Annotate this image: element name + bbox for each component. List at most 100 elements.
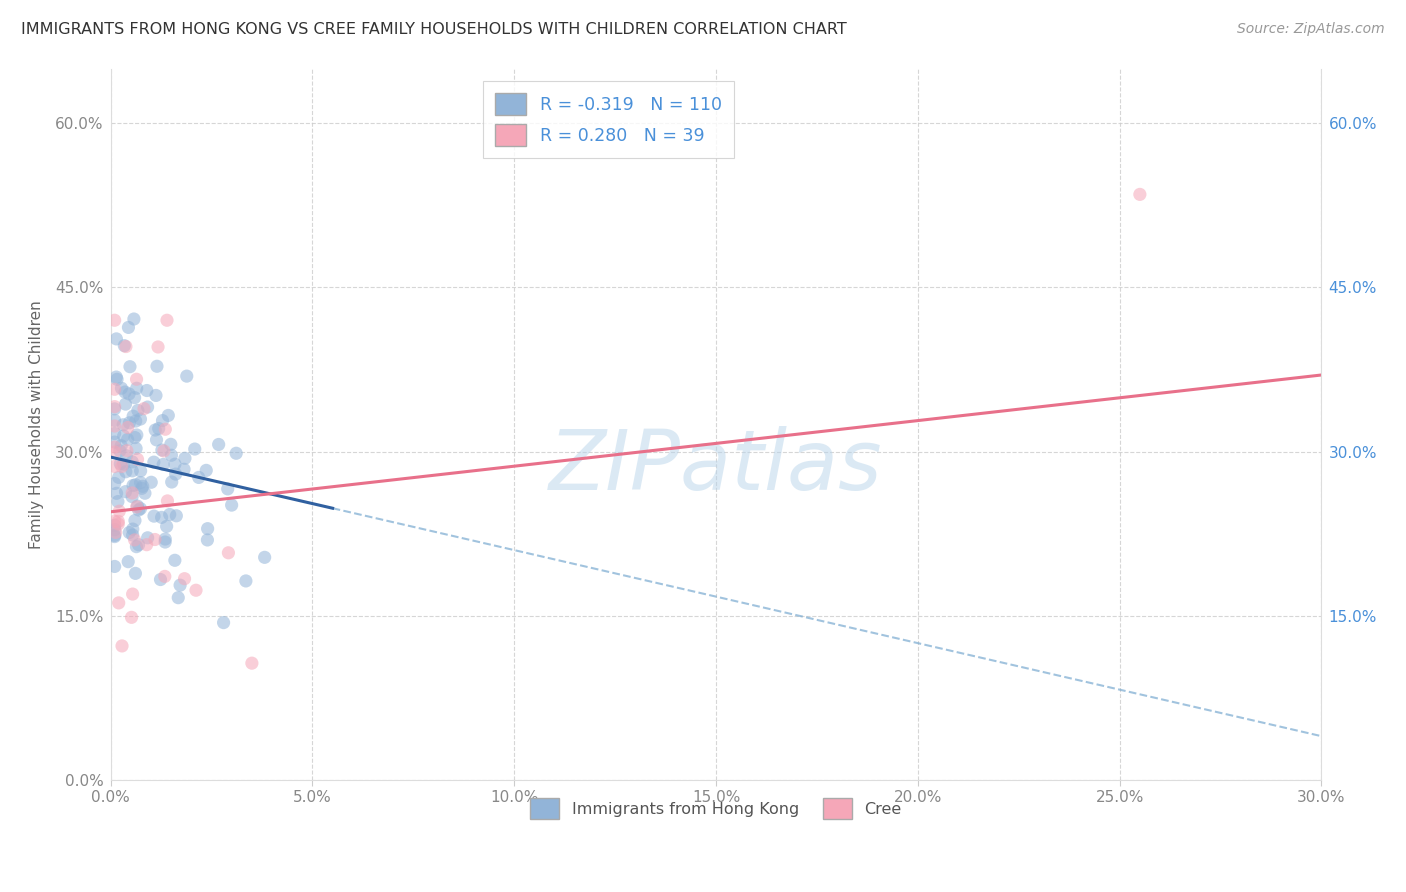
Point bbox=[117, 420, 139, 434]
Point bbox=[104, 525, 127, 540]
Point bbox=[187, 470, 209, 484]
Point bbox=[117, 433, 139, 447]
Point bbox=[121, 528, 143, 542]
Point bbox=[127, 499, 149, 513]
Point bbox=[122, 409, 145, 424]
Point bbox=[104, 413, 127, 427]
Point bbox=[114, 465, 136, 479]
Point bbox=[195, 463, 218, 477]
Point bbox=[125, 442, 148, 456]
Point bbox=[225, 446, 247, 460]
Point bbox=[155, 532, 177, 546]
Point bbox=[104, 530, 127, 544]
Point bbox=[125, 540, 148, 554]
Point bbox=[159, 437, 181, 451]
Point bbox=[118, 387, 141, 401]
Point bbox=[104, 523, 127, 537]
Point bbox=[104, 559, 127, 574]
Point bbox=[121, 522, 143, 536]
Point bbox=[112, 339, 135, 353]
Point bbox=[112, 417, 135, 432]
Point bbox=[165, 467, 187, 482]
Point bbox=[122, 478, 145, 492]
Text: IMMIGRANTS FROM HONG KONG VS CREE FAMILY HOUSEHOLDS WITH CHILDREN CORRELATION CH: IMMIGRANTS FROM HONG KONG VS CREE FAMILY… bbox=[21, 22, 846, 37]
Point bbox=[107, 516, 129, 531]
Point bbox=[174, 451, 197, 466]
Point bbox=[105, 332, 128, 346]
Point bbox=[115, 443, 138, 458]
Point bbox=[121, 610, 143, 624]
Point bbox=[253, 550, 276, 565]
Point bbox=[135, 384, 157, 398]
Point bbox=[212, 615, 235, 630]
Point bbox=[156, 519, 179, 533]
Point bbox=[134, 486, 156, 500]
Point bbox=[143, 423, 166, 437]
Point bbox=[145, 388, 167, 402]
Point bbox=[129, 412, 152, 426]
Point bbox=[117, 320, 139, 334]
Point bbox=[104, 518, 127, 533]
Point bbox=[149, 573, 172, 587]
Point bbox=[115, 340, 138, 354]
Point bbox=[136, 531, 159, 545]
Point bbox=[142, 455, 165, 469]
Point bbox=[143, 509, 166, 524]
Point bbox=[118, 525, 141, 540]
Point bbox=[114, 484, 136, 499]
Point bbox=[104, 459, 127, 474]
Text: ZIPatlas: ZIPatlas bbox=[550, 426, 883, 508]
Point bbox=[221, 498, 243, 512]
Point bbox=[107, 494, 129, 508]
Point bbox=[104, 435, 127, 450]
Point bbox=[125, 381, 148, 395]
Point bbox=[129, 464, 152, 478]
Point bbox=[153, 569, 176, 583]
Point bbox=[163, 457, 186, 471]
Point bbox=[145, 433, 167, 447]
Point bbox=[155, 422, 177, 436]
Point bbox=[124, 566, 146, 581]
Point bbox=[146, 340, 169, 354]
Point bbox=[104, 400, 127, 414]
Point bbox=[217, 546, 239, 560]
Point bbox=[150, 510, 173, 524]
Point bbox=[121, 486, 143, 500]
Point bbox=[128, 538, 150, 552]
Point bbox=[143, 533, 166, 547]
Point bbox=[146, 359, 169, 374]
Point bbox=[163, 553, 186, 567]
Point bbox=[173, 572, 195, 586]
Point bbox=[127, 403, 149, 417]
Point bbox=[129, 501, 152, 516]
Point bbox=[197, 533, 219, 547]
Point bbox=[107, 596, 129, 610]
Point bbox=[125, 372, 148, 386]
Point bbox=[127, 452, 149, 467]
Point bbox=[121, 464, 143, 478]
Point bbox=[125, 428, 148, 442]
Point bbox=[184, 583, 207, 598]
Point bbox=[121, 490, 143, 504]
Point bbox=[115, 449, 138, 463]
Point bbox=[112, 457, 135, 471]
Point bbox=[121, 455, 143, 469]
Point bbox=[104, 401, 127, 416]
Point bbox=[132, 479, 155, 493]
Point bbox=[108, 504, 131, 518]
Point bbox=[152, 458, 174, 472]
Point bbox=[110, 439, 132, 453]
Point bbox=[124, 477, 146, 491]
Point bbox=[153, 444, 176, 458]
Point bbox=[152, 414, 174, 428]
Text: Source: ZipAtlas.com: Source: ZipAtlas.com bbox=[1237, 22, 1385, 37]
Point bbox=[104, 313, 127, 327]
Point bbox=[167, 591, 190, 605]
Point bbox=[157, 409, 180, 423]
Point bbox=[135, 538, 157, 552]
Point bbox=[197, 522, 219, 536]
Point bbox=[104, 514, 127, 528]
Point bbox=[104, 476, 127, 491]
Point bbox=[111, 459, 134, 474]
Point bbox=[104, 528, 127, 542]
